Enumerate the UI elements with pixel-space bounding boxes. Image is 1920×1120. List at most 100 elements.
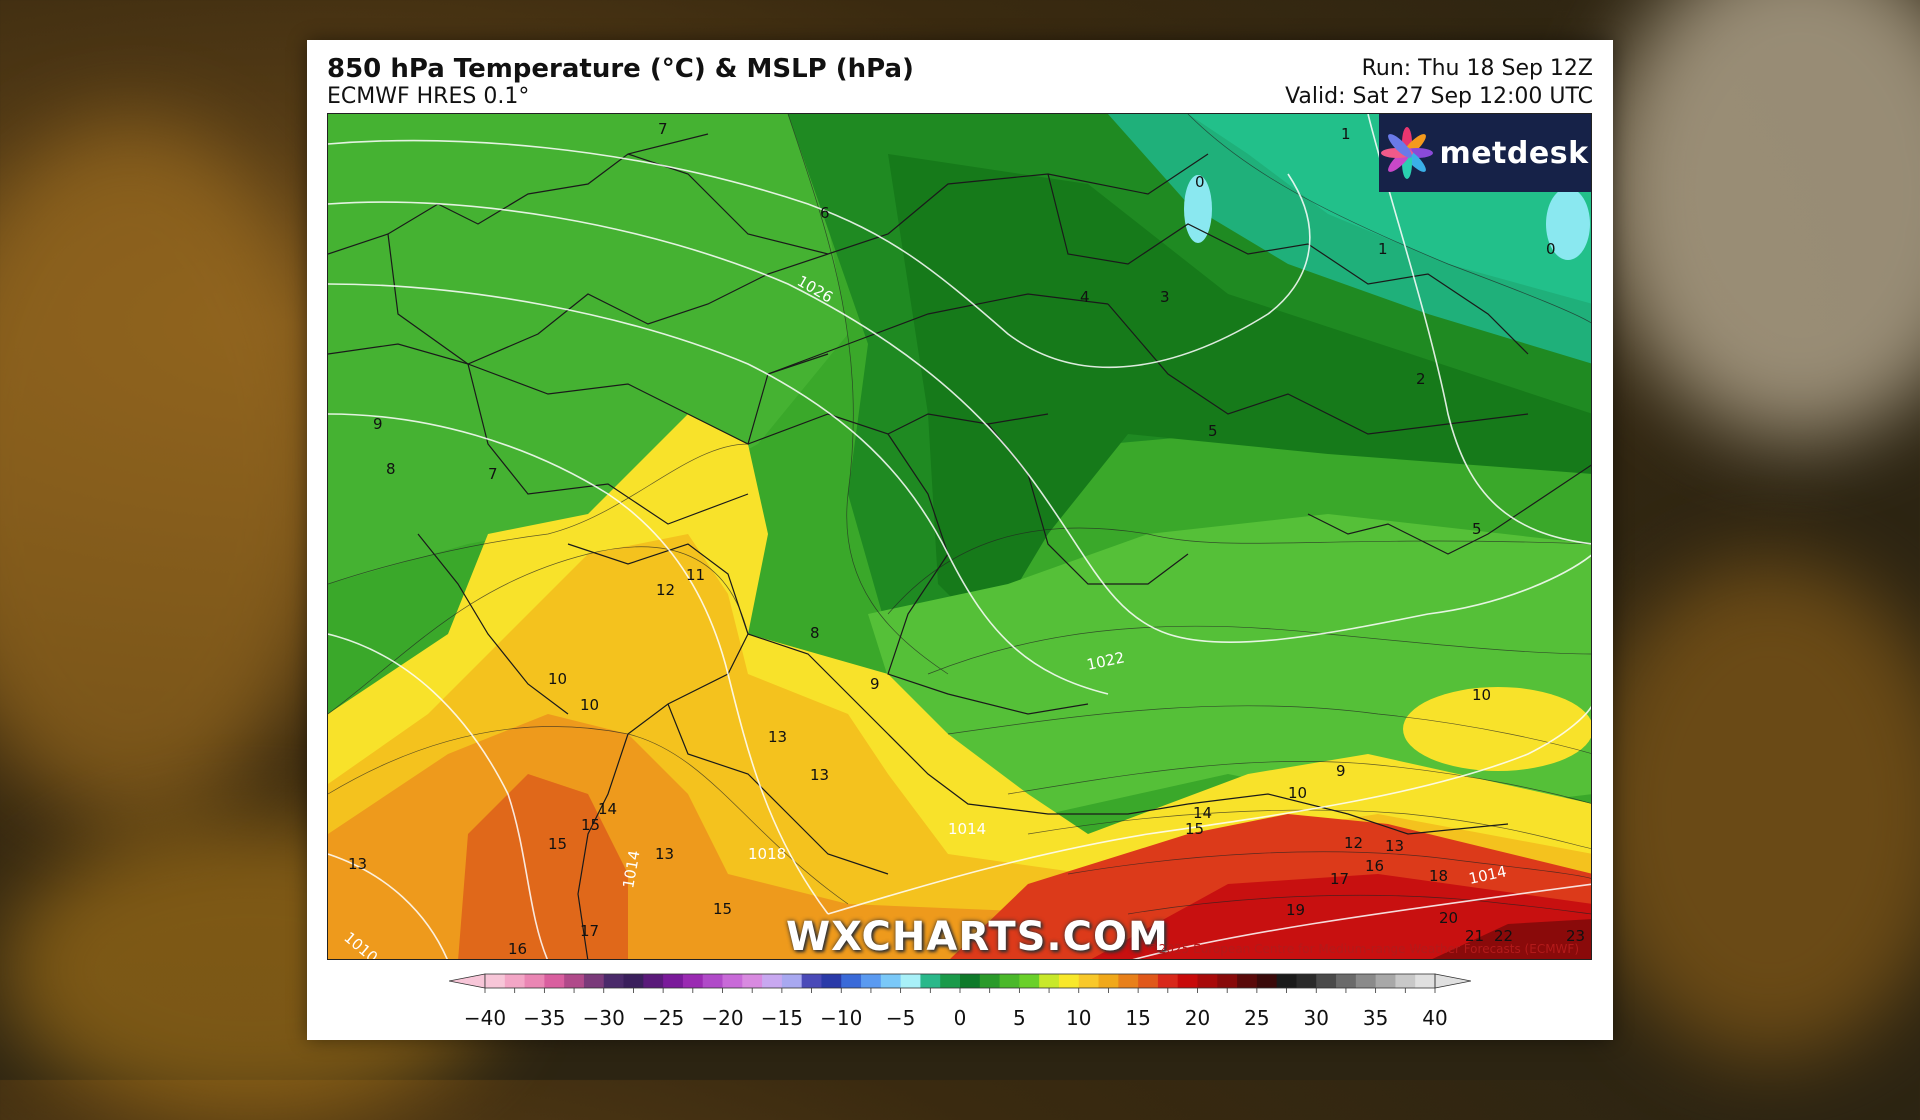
temperature-label: 8 — [810, 624, 820, 642]
colorbar-graphic — [449, 973, 1471, 993]
map-canvas: 1026 1022 1014 1014 1018 1010 1014 1 0 0… — [328, 114, 1591, 959]
colorbar-swatch — [544, 974, 565, 988]
colorbar-tick-label: −20 — [701, 1006, 744, 1030]
temperature-label: 15 — [713, 900, 732, 918]
temperature-label: 10 — [580, 696, 599, 714]
temperature-label: 15 — [548, 835, 567, 853]
colorbar-tick-label: 30 — [1303, 1006, 1329, 1030]
colorbar-tick-label: −15 — [760, 1006, 803, 1030]
colorbar-swatch — [485, 974, 506, 988]
colorbar-swatch — [821, 974, 842, 988]
colorbar-swatch — [603, 974, 625, 988]
colorbar-swatch — [1296, 974, 1317, 988]
colorbar-swatch — [1217, 974, 1238, 988]
temperature-label: 8 — [386, 460, 396, 478]
watermark: WXCHARTS.COM — [786, 914, 1169, 960]
colorbar-swatch — [1157, 974, 1179, 988]
colorbar-swatch — [1316, 974, 1337, 988]
colorbar-tick-label: −30 — [582, 1006, 625, 1030]
colorbar-tick-label: 40 — [1422, 1006, 1448, 1030]
temperature-label: 17 — [580, 922, 599, 940]
temperature-label: 13 — [348, 855, 367, 873]
run-time: Run: Thu 18 Sep 12Z — [1361, 56, 1593, 81]
temperature-label: 7 — [658, 120, 668, 138]
colorbar-swatch — [1098, 974, 1119, 988]
temperature-label: 5 — [1208, 422, 1218, 440]
temp-band-20c — [1091, 874, 1591, 959]
temperature-label: 23 — [1566, 927, 1585, 945]
isobar-label: 1014 — [948, 820, 986, 838]
colorbar-swatch — [1118, 974, 1139, 988]
colorbar-swatch — [940, 974, 961, 988]
flower-logo-icon — [1381, 127, 1434, 179]
temperature-label: 7 — [488, 465, 498, 483]
colorbar-tick-label: −10 — [820, 1006, 863, 1030]
temperature-label: 13 — [655, 845, 674, 863]
temperature-label: 13 — [768, 728, 787, 746]
colorbar-swatch — [643, 974, 664, 988]
temperature-label: 9 — [373, 415, 383, 433]
colorbar-swatch — [564, 974, 585, 988]
colorbar-swatch — [999, 974, 1020, 988]
colorbar-swatch — [682, 974, 704, 988]
colorbar-swatch — [960, 974, 981, 988]
colorbar-tick-label: 20 — [1184, 1006, 1211, 1030]
temperature-label: 1 — [1341, 125, 1351, 143]
temperature-label: 2 — [1416, 370, 1426, 388]
colorbar-swatch — [702, 974, 723, 988]
colorbar-swatch — [722, 974, 743, 988]
warm-pocket-10c — [1403, 687, 1591, 771]
temperature-label-group: 1 0 0 1 4 3 2 5 5 9 8 7 11 12 8 9 10 10 … — [348, 120, 1585, 958]
colorbar-swatch — [583, 974, 605, 988]
temperature-label: 16 — [1365, 857, 1384, 875]
temperature-label: 15 — [581, 816, 600, 834]
colorbar-swatch — [1276, 974, 1297, 988]
colorbar-swatch — [900, 974, 921, 988]
temperature-label: 12 — [656, 581, 675, 599]
valid-time: Valid: Sat 27 Sep 12:00 UTC — [1285, 84, 1593, 109]
colorbar-min-arrow — [449, 973, 486, 989]
copyright-notice: ©2025 European Centre for Medium-range W… — [1146, 942, 1579, 956]
colorbar-swatch — [1355, 974, 1377, 988]
colorbar-swatch — [1336, 974, 1357, 988]
colorbar-tick-label: −35 — [523, 1006, 566, 1030]
temperature-label: 10 — [548, 670, 567, 688]
temperature-label: 6 — [820, 204, 830, 222]
colorbar-swatch — [880, 974, 902, 988]
isobars — [328, 114, 1591, 959]
colorbar-swatch — [781, 974, 803, 988]
colorbar-tick-label: 10 — [1066, 1006, 1092, 1030]
colorbar-swatch — [1039, 974, 1060, 988]
colorbar-tick-label: 35 — [1362, 1006, 1389, 1030]
temperature-label: 21 — [1465, 927, 1484, 945]
temperature-label: 10 — [1472, 686, 1491, 704]
colorbar-tick-label: 0 — [953, 1006, 967, 1030]
colorbar-swatch — [1375, 974, 1396, 988]
temperature-label: 12 — [1344, 834, 1363, 852]
colorbar-max-arrow — [1434, 973, 1471, 989]
colorbar-swatch — [1019, 974, 1040, 988]
colorbar-tick-label: −25 — [642, 1006, 685, 1030]
metdesk-logo: metdesk — [1379, 114, 1591, 192]
colorbar-tick-label: 15 — [1125, 1006, 1151, 1030]
temperature-label: 15 — [1185, 820, 1204, 838]
chart-panel: 850 hPa Temperature (°C) & MSLP (hPa) EC… — [307, 40, 1613, 1040]
temperature-label: 9 — [870, 675, 880, 693]
temperature-label: 14 — [1193, 804, 1212, 822]
temperature-label: 14 — [598, 800, 617, 818]
temp-band-22c — [1432, 919, 1591, 959]
isobar-label: 1018 — [748, 845, 786, 863]
colorbar: −40 −35 −30 −25 −20 −15 −10 −5 0 5 10 15 20 25 30 35 40 — [449, 968, 1471, 1030]
colorbar-swatch — [841, 974, 862, 988]
logo-text: metdesk — [1439, 135, 1589, 171]
temperature-label: 9 — [1336, 762, 1346, 780]
temp-band-8c — [328, 114, 848, 584]
temperature-label: 4 — [1080, 288, 1090, 306]
colorbar-swatch — [801, 974, 822, 988]
temperature-contours — [328, 114, 1591, 915]
colorbar-swatch — [920, 974, 941, 988]
temperature-label: 19 — [1286, 901, 1305, 919]
colorbar-swatch — [1237, 974, 1258, 988]
colorbar-swatch — [1058, 974, 1080, 988]
background-blur — [1600, 0, 1920, 440]
